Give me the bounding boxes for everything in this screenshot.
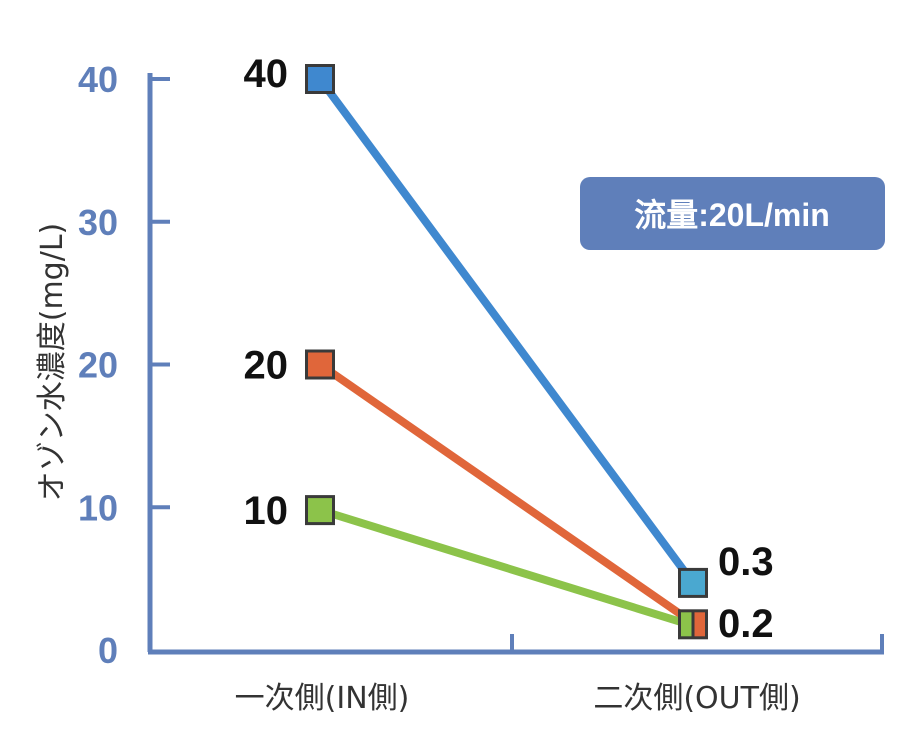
x-category-label-out: 二次側(OUT側) bbox=[593, 681, 800, 716]
y-tick-label: 10 bbox=[78, 487, 118, 528]
y-axis-ticks: 0 10 20 30 40 bbox=[78, 59, 170, 671]
series-line-1 bbox=[316, 75, 697, 587]
data-label-series-2-out: 0.2 bbox=[718, 602, 774, 646]
data-label-series-1-in: 40 bbox=[244, 52, 289, 96]
x-category-label-in: 一次側(IN側) bbox=[235, 681, 410, 716]
y-tick-label: 40 bbox=[78, 59, 118, 100]
data-labels: 40 20 10 0.3 0.2 bbox=[244, 52, 774, 646]
series-lines bbox=[316, 75, 697, 630]
data-label-series-2-in: 20 bbox=[244, 344, 289, 388]
flow-rate-badge-background bbox=[580, 177, 885, 250]
y-tick-label: 0 bbox=[98, 630, 118, 671]
marker-in-series-1 bbox=[305, 64, 335, 94]
y-tick-label: 30 bbox=[78, 202, 118, 243]
series-markers bbox=[305, 64, 708, 640]
flow-rate-badge: 流量:20L/min bbox=[580, 177, 885, 250]
marker-out-series-2 bbox=[693, 610, 707, 638]
marker-in-series-2 bbox=[305, 349, 335, 380]
y-tick-label: 20 bbox=[78, 345, 118, 386]
data-label-series-1-out: 0.3 bbox=[718, 540, 774, 584]
series-line-3 bbox=[316, 506, 697, 630]
data-label-series-3-in: 10 bbox=[244, 489, 289, 533]
marker-in-series-3 bbox=[305, 495, 335, 526]
y-axis-title: オゾン水濃度(mg/L) bbox=[35, 223, 70, 502]
flow-rate-badge-text: 流量:20L/min bbox=[634, 197, 830, 233]
marker-out-series-1 bbox=[678, 567, 708, 598]
marker-out-series-3 bbox=[679, 610, 693, 638]
series-line-2 bbox=[316, 360, 697, 627]
